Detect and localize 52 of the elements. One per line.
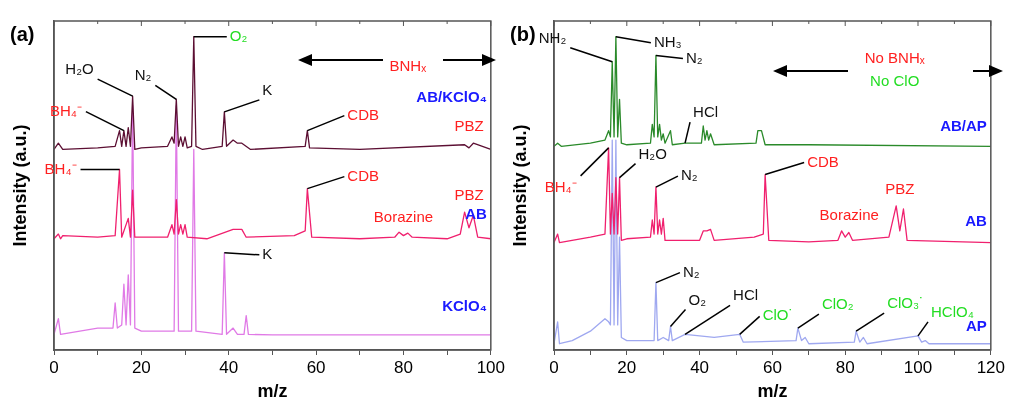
series-label: AB: [465, 204, 487, 222]
annotation: CDB: [807, 152, 839, 170]
annotation: No ClO: [870, 72, 920, 90]
chart-title: (b): [510, 22, 536, 45]
x-tick-label: 100: [476, 357, 506, 377]
y-axis-title: Intensity (a.u.): [509, 124, 530, 247]
annotation: HCl: [733, 286, 759, 304]
annotation: N₂: [682, 262, 700, 280]
annotation: K: [262, 81, 273, 99]
annotation: BNHₓ: [389, 57, 427, 75]
x-tick-label: 20: [131, 357, 151, 377]
annotation: HClO₄: [931, 303, 974, 321]
annotation: PBZ: [454, 117, 484, 135]
x-tick-label: 60: [306, 357, 326, 377]
x-axis-title: m/z: [257, 381, 288, 402]
annotation: HCl: [693, 103, 719, 121]
annotation: ClO₂: [821, 295, 854, 313]
annotation: O₂: [688, 290, 707, 308]
annotation: ClO˙: [762, 306, 794, 324]
x-tick-label: 40: [219, 357, 239, 377]
annotation: PBZ: [885, 180, 915, 198]
annotation: NH₃: [653, 32, 682, 50]
series-label: AB: [965, 211, 987, 229]
x-tick-label: 100: [903, 357, 933, 377]
x-tick-label: 60: [762, 357, 782, 377]
x-tick-label: 80: [393, 357, 413, 377]
annotation: O₂: [229, 26, 248, 44]
x-tick-label: 120: [976, 357, 1006, 377]
annotation: H₂O: [638, 144, 667, 162]
annotation: N₂: [680, 166, 698, 184]
y-axis-title: Intensity (a.u.): [9, 124, 30, 247]
text: AB/KClO₄: [416, 88, 487, 106]
x-tick-label: 80: [835, 357, 855, 377]
annotation: N₂: [134, 66, 152, 84]
x-axis-title: m/z: [757, 381, 788, 402]
annotation: N₂: [685, 48, 703, 66]
series-label: KClO₄: [442, 296, 487, 314]
chart-title: (a): [10, 22, 35, 45]
annotation: Borazine: [373, 208, 434, 226]
annotation: PBZ: [454, 186, 484, 204]
x-tick-label: 0: [549, 357, 559, 377]
annotation: Borazine: [819, 206, 879, 224]
x-tick-label: 0: [49, 357, 59, 377]
annotation: H₂O: [65, 60, 94, 78]
annotation: No BNHₓ: [864, 48, 925, 66]
series-label: AB/AP: [940, 117, 987, 135]
annotation: ClO₃˙: [887, 294, 925, 312]
annotation: K: [262, 245, 273, 263]
x-tick-label: 40: [690, 357, 710, 377]
annotation: CDB: [347, 105, 380, 123]
x-tick-label: 20: [617, 357, 637, 377]
annotation: CDB: [347, 166, 380, 184]
